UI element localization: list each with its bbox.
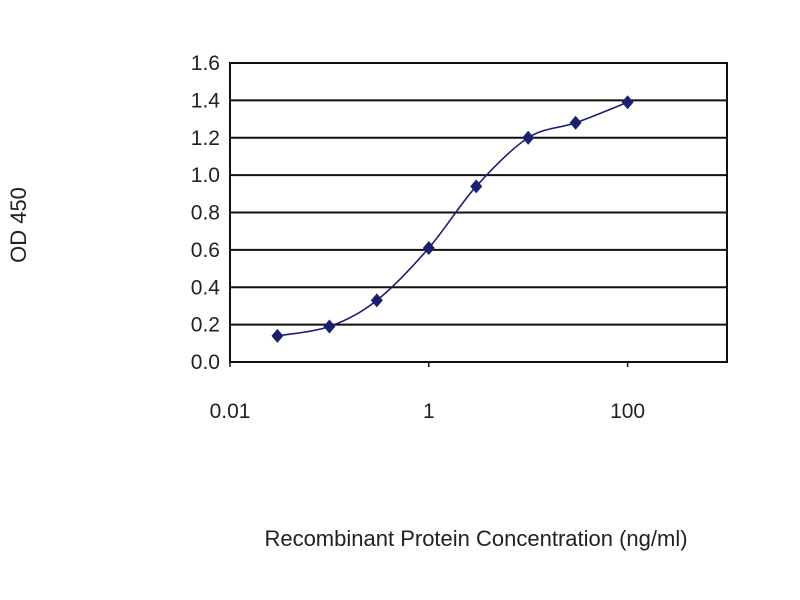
data-point: [470, 179, 483, 194]
data-point: [323, 319, 336, 334]
y-tick-label: 0.8: [191, 202, 220, 225]
gridlines: [230, 99, 727, 326]
data-point: [271, 328, 284, 343]
x-tick-label: 1: [423, 400, 435, 423]
plot-area-border: [229, 62, 728, 363]
data-point: [370, 293, 383, 308]
data-point: [621, 95, 634, 110]
series-points: [271, 95, 634, 343]
data-point: [522, 130, 535, 145]
y-axis-label: OD 450: [6, 187, 31, 263]
x-axis-label: Recombinant Protein Concentration (ng/ml…: [264, 526, 687, 551]
x-axis-ticks: 0.01 1 100: [210, 362, 645, 423]
y-tick-label: 0.6: [191, 239, 220, 262]
data-point: [422, 241, 435, 256]
data-point: [569, 115, 582, 130]
y-tick-label: 0.0: [191, 351, 220, 374]
series-line: [277, 101, 628, 337]
x-tick-label: 0.01: [210, 400, 251, 423]
y-axis-ticks: 0.0 0.2 0.4 0.6 0.8 1.0 1.2 1.4 1.6: [191, 52, 221, 374]
y-tick-label: 1.0: [191, 164, 220, 187]
y-tick-label: 1.6: [191, 52, 220, 75]
y-tick-label: 0.2: [191, 314, 220, 337]
x-tick-label: 100: [610, 400, 645, 423]
y-tick-label: 0.4: [191, 276, 221, 299]
y-tick-label: 1.2: [191, 127, 220, 150]
y-tick-label: 1.4: [191, 89, 221, 112]
